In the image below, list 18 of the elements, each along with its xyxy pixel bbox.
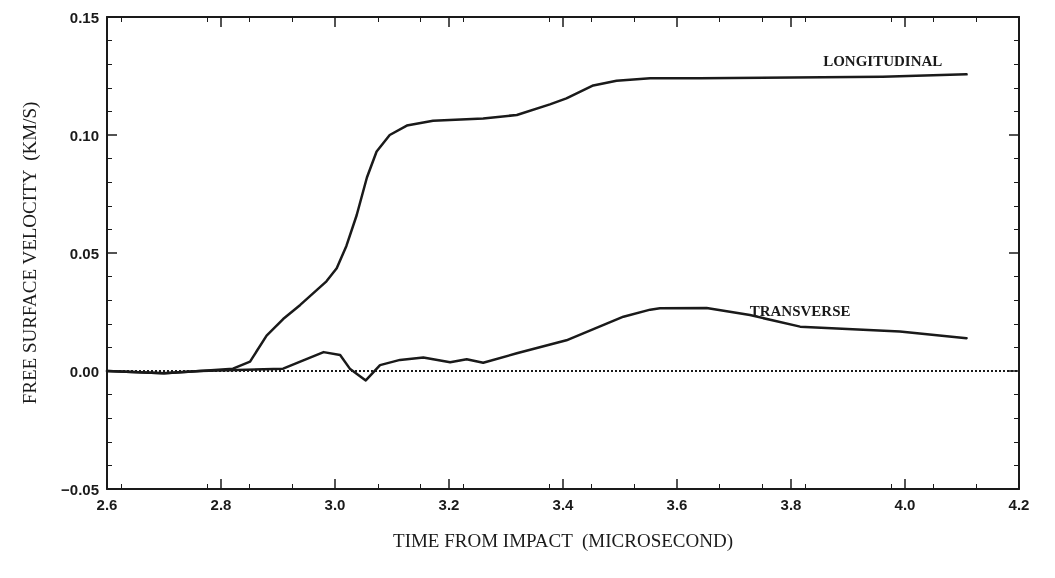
x-tick-label: 4.0 xyxy=(894,496,916,513)
x-axis-title: TIME FROM IMPACT (MICROSECOND) xyxy=(393,530,733,552)
y-tick-label: 0.10 xyxy=(69,126,99,144)
y-tick-label: −0.05 xyxy=(61,480,99,498)
y-axis-title: FREE SURFACE VELOCITY (KM/S) xyxy=(19,101,41,405)
y-tick-label: 0.00 xyxy=(69,362,99,380)
x-tick-label: 2.8 xyxy=(210,496,232,513)
series-label: LONGITUDINAL xyxy=(823,53,943,70)
x-tick-label: 4.2 xyxy=(1008,496,1030,513)
x-tick-label: 3.4 xyxy=(552,496,575,513)
y-tick-label: 0.05 xyxy=(69,244,99,262)
series-label: TRANSVERSE xyxy=(749,303,851,320)
x-tick-label: 3.6 xyxy=(666,496,688,513)
x-tick-label: 2.6 xyxy=(96,496,118,513)
x-tick-label: 3.0 xyxy=(324,496,346,513)
y-tick-label: 0.15 xyxy=(69,8,99,26)
x-tick-label: 3.2 xyxy=(438,496,460,513)
x-tick-label: 3.8 xyxy=(780,496,802,513)
